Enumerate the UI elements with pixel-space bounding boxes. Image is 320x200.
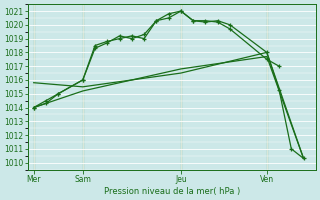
X-axis label: Pression niveau de la mer( hPa ): Pression niveau de la mer( hPa ) bbox=[104, 187, 240, 196]
